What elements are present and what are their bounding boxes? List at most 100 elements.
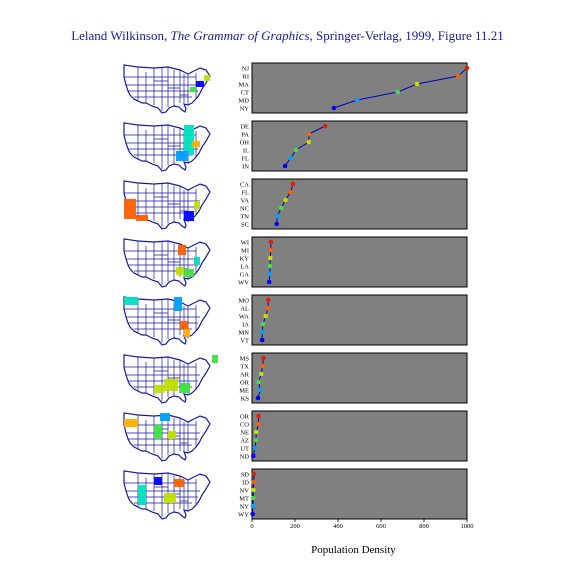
panel-background [251,352,468,404]
data-point [261,355,266,361]
data-point [268,247,274,253]
state-label: WA [239,314,249,321]
state-label: AR [240,372,250,379]
page-title: Leland Wilkinson, The Grammar of Graphic… [0,28,575,44]
state-label: DE [240,124,249,131]
highlighted-state [154,385,164,393]
data-point [250,495,256,501]
state-label: CA [240,182,249,189]
state-label: WI [241,240,249,247]
state-map [123,180,211,230]
data-point [306,139,312,145]
panel-background [251,120,468,172]
panel-background [251,62,468,114]
highlighted-state [168,431,176,439]
data-point [250,503,256,509]
data-point [255,395,261,401]
state-label: FL [241,190,249,197]
state-label: OR [240,380,250,387]
highlighted-state [184,269,194,277]
highlighted-state [124,199,136,219]
data-point [260,329,265,335]
state-label: VA [240,198,249,205]
state-label: MT [239,496,249,503]
highlighted-state [180,383,190,393]
state-map [123,354,218,404]
data-point [259,337,265,343]
state-label: SD [241,472,250,479]
data-point [250,511,255,517]
state-label: CO [240,422,249,429]
title-book: The Grammar of Graphics [170,28,310,43]
state-map [123,64,211,114]
highlighted-state [174,297,182,311]
highlighted-state [178,245,186,255]
highlighted-state [204,75,210,81]
us-map-outline [123,64,211,114]
state-label: MO [239,298,250,305]
state-label: NV [240,488,250,495]
data-point [257,387,263,393]
data-point [266,279,272,285]
state-label: VT [240,338,249,345]
data-point [322,123,328,129]
highlighted-state [194,201,200,209]
highlighted-state [136,215,148,221]
data-point [288,155,294,161]
state-map [123,122,211,172]
state-label: ID [242,480,249,487]
panel-background [251,178,468,230]
data-point [256,421,261,427]
state-label: IA [242,322,249,329]
highlighted-state [194,257,200,265]
state-label: PA [241,132,249,139]
highlighted-state [184,125,194,155]
data-point [263,313,269,319]
x-axis: 0 200 400 600 800 1000 [250,519,474,530]
data-point [282,163,288,169]
data-point [306,131,312,137]
data-point [456,73,461,79]
state-label: NY [240,504,250,511]
x-tick-label: 800 [419,523,429,530]
title-source: , Springer-Verlag, 1999, Figure 11.21 [309,28,504,43]
state-label: GA [240,272,250,279]
state-label: FL [241,156,249,163]
state-label: MS [240,356,250,363]
data-point [414,81,420,87]
highlighted-state [154,425,162,439]
highlighted-state [192,141,200,147]
panel-background [251,468,468,520]
highlighted-state [164,493,176,503]
state-label: AZ [240,438,249,445]
state-label: KS [241,396,250,403]
data-point [278,205,284,211]
state-label: MA [239,82,250,89]
state-label: RI [243,74,250,81]
data-point [258,371,264,377]
highlighted-state [184,211,194,221]
state-label: SC [241,222,249,229]
data-point [275,213,280,219]
state-label: CT [241,90,249,97]
highlighted-state [160,413,170,421]
data-point [267,263,273,269]
data-point [251,479,257,485]
state-map [123,238,211,288]
highlighted-state [184,329,190,337]
data-point [260,321,266,327]
panel-background [251,410,468,462]
data-point [253,437,259,443]
data-point [251,487,256,493]
x-tick-label: 200 [290,523,300,530]
highlighted-state [124,297,138,305]
data-point [267,271,273,277]
